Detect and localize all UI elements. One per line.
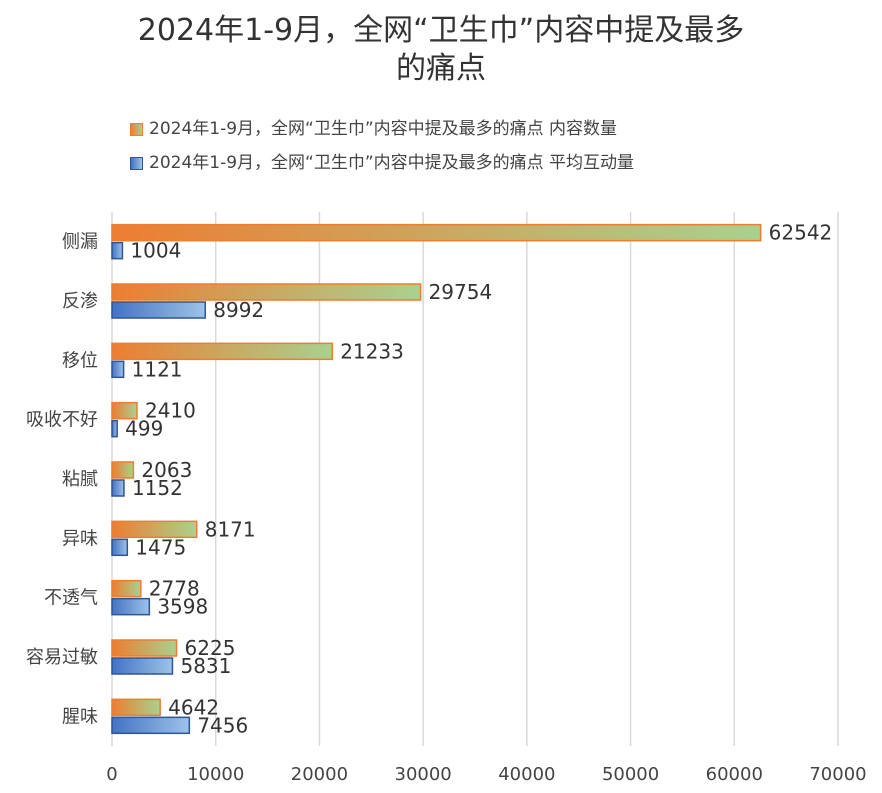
bar-avg-interaction-8 xyxy=(111,716,191,735)
category-label-0: 侧漏 xyxy=(62,232,98,253)
x-tick-label-1: 10000 xyxy=(187,764,244,785)
bar-content-count-6 xyxy=(111,579,142,598)
category-label-2: 移位 xyxy=(62,350,98,371)
x-tick-label-3: 30000 xyxy=(395,764,452,785)
data-label-content-count-0: 62542 xyxy=(769,221,833,245)
data-label-avg-interaction-6: 3598 xyxy=(157,595,208,619)
bar-avg-interaction-7 xyxy=(111,657,174,675)
bar-content-count-4 xyxy=(111,461,135,479)
category-label-1: 反渗 xyxy=(62,291,98,312)
legend-label-content-count: 2024年1-9月，全网“卫生巾”内容中提及最多的痛点 内容数量 xyxy=(149,119,618,139)
data-label-avg-interaction-7: 5831 xyxy=(180,654,231,678)
bar-content-count-5 xyxy=(111,520,198,539)
data-label-content-count-2: 21233 xyxy=(340,339,404,363)
chart-title-line-1: 2024年1-9月，全网“卫生巾”内容中提及最多 xyxy=(137,13,745,48)
data-label-content-count-7: 6225 xyxy=(185,636,236,660)
bar-content-count-8 xyxy=(111,698,161,717)
data-label-content-count-5: 8171 xyxy=(205,517,256,541)
x-tick-label-7: 70000 xyxy=(809,764,866,785)
chart-title-line-2: 的痛点 xyxy=(396,51,486,86)
category-label-5: 异味 xyxy=(62,528,98,549)
bar-content-count-7 xyxy=(111,639,178,657)
data-label-content-count-6: 2778 xyxy=(149,577,200,601)
data-label-content-count-1: 29754 xyxy=(429,280,493,304)
data-label-content-count-8: 4642 xyxy=(168,695,219,719)
legend-swatch-orange xyxy=(130,122,143,136)
x-tick-label-0: 0 xyxy=(106,764,117,785)
category-label-3: 吸收不好 xyxy=(26,410,98,431)
legend-swatch-blue xyxy=(130,156,143,170)
bar-avg-interaction-3 xyxy=(111,419,118,438)
data-label-avg-interaction-8: 7456 xyxy=(197,713,248,737)
bar-avg-interaction-6 xyxy=(111,597,151,616)
x-tick-label-6: 60000 xyxy=(706,764,763,785)
category-label-7: 容易过敏 xyxy=(26,647,98,668)
bar-content-count-3 xyxy=(111,401,138,420)
bar-avg-interaction-0 xyxy=(111,241,124,260)
bar-avg-interaction-5 xyxy=(111,538,129,557)
legend: 2024年1-9月，全网“卫生巾”内容中提及最多的痛点 内容数量 2024年1-… xyxy=(130,112,634,180)
bar-content-count-1 xyxy=(111,283,422,301)
category-label-4: 粘腻 xyxy=(62,469,98,490)
category-label-8: 腥味 xyxy=(62,706,98,727)
data-label-avg-interaction-2: 1121 xyxy=(132,357,183,381)
data-label-content-count-3: 2410 xyxy=(145,399,196,423)
data-label-avg-interaction-1: 8992 xyxy=(213,298,264,322)
bar-content-count-0 xyxy=(111,223,762,242)
legend-item-avg-interaction: 2024年1-9月，全网“卫生巾”内容中提及最多的痛点 平均互动量 xyxy=(130,146,634,180)
legend-item-content-count: 2024年1-9月，全网“卫生巾”内容中提及最多的痛点 内容数量 xyxy=(130,112,634,146)
data-label-avg-interaction-0: 1004 xyxy=(130,239,181,263)
legend-label-avg-interaction: 2024年1-9月，全网“卫生巾”内容中提及最多的痛点 平均互动量 xyxy=(149,153,635,173)
data-label-avg-interaction-5: 1475 xyxy=(135,535,186,559)
x-tick-label-2: 20000 xyxy=(291,764,348,785)
x-tick-label-5: 50000 xyxy=(602,764,659,785)
data-label-content-count-4: 2063 xyxy=(141,458,192,482)
data-label-avg-interaction-3: 499 xyxy=(125,417,163,441)
bar-avg-interaction-2 xyxy=(111,360,125,379)
data-label-avg-interaction-4: 1152 xyxy=(132,476,183,500)
x-tick-label-4: 40000 xyxy=(498,764,555,785)
bar-content-count-2 xyxy=(111,342,333,361)
bar-avg-interaction-1 xyxy=(111,301,207,319)
category-label-6: 不透气 xyxy=(44,588,98,609)
chart-title: 2024年1-9月，全网“卫生巾”内容中提及最多 的痛点 xyxy=(0,12,882,88)
bar-avg-interaction-4 xyxy=(111,479,125,497)
